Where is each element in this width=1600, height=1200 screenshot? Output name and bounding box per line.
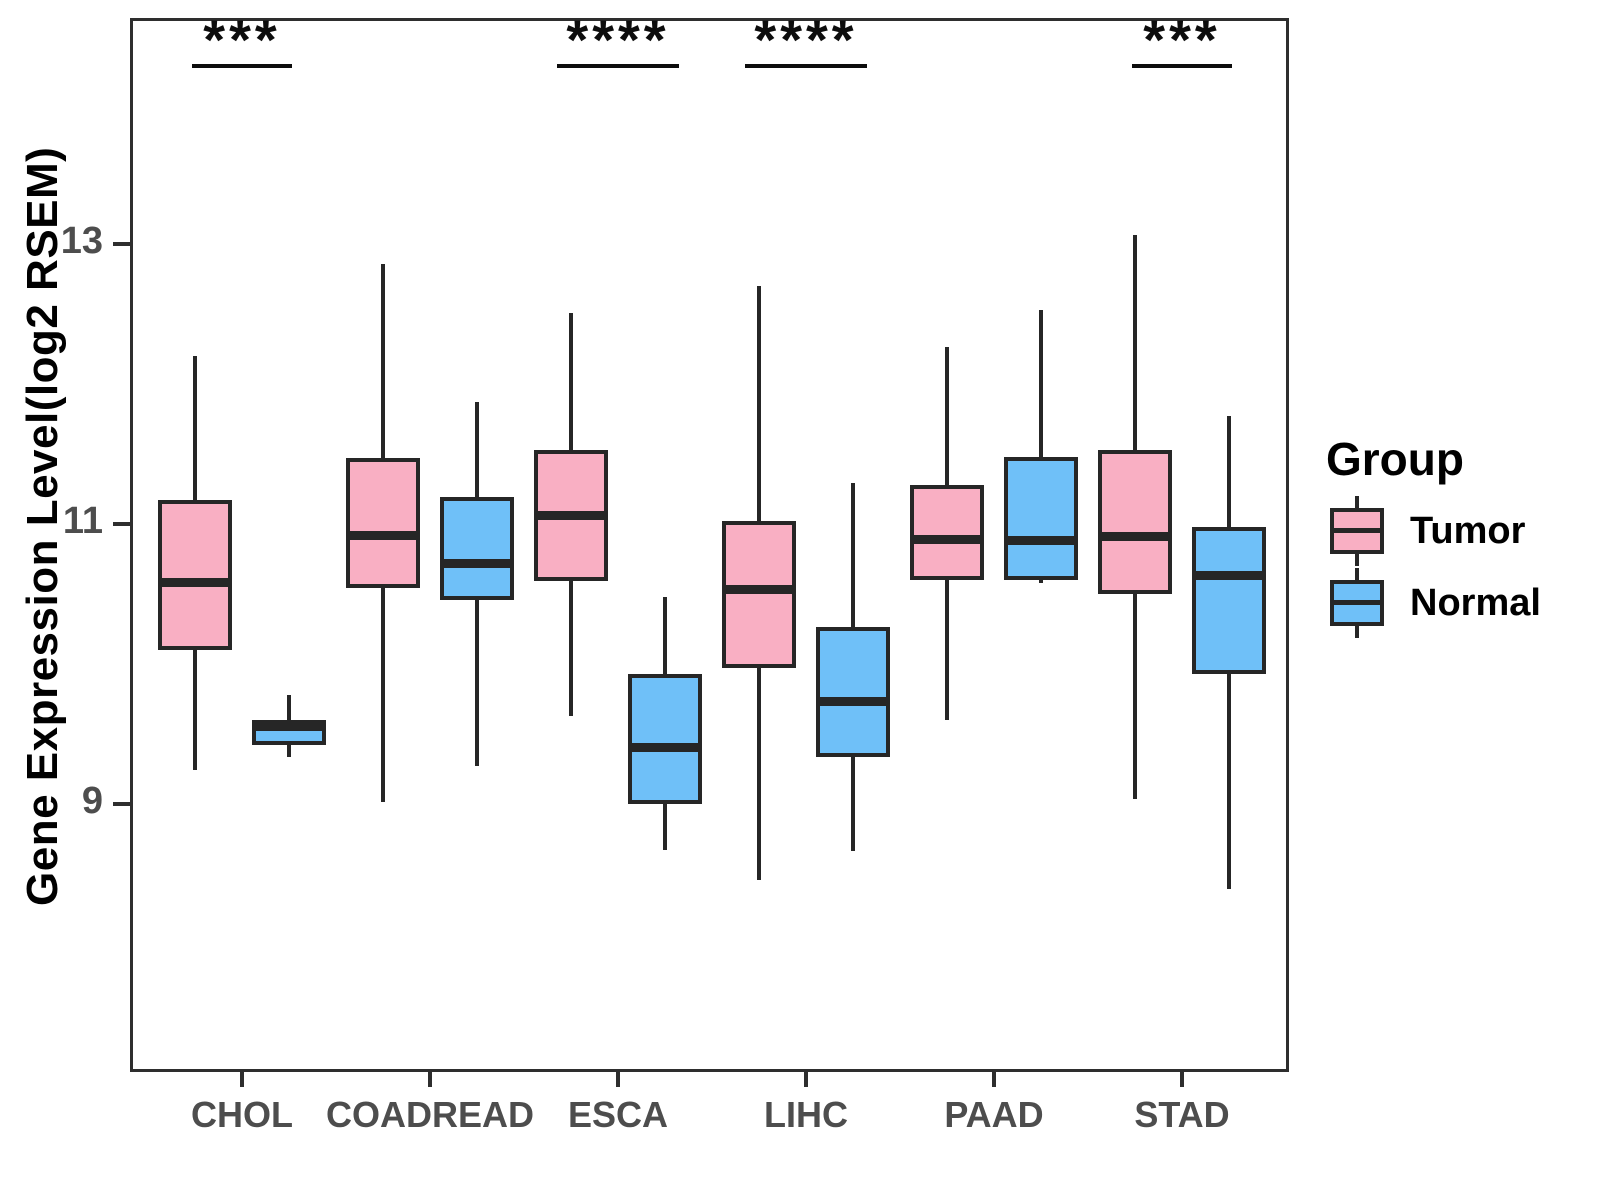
- median-CHOL-Normal: [252, 722, 326, 732]
- x-tick-label-COADREAD: COADREAD: [325, 1094, 534, 1135]
- box-PAAD-Tumor: [910, 484, 984, 580]
- x-tick-label-STAD: STAD: [1134, 1094, 1230, 1135]
- legend-label-tumor: Tumor: [1410, 509, 1526, 552]
- median-COADREAD-Normal: [440, 558, 514, 568]
- whisker-upper-CHOL-Tumor: [193, 356, 197, 501]
- whisker-lower-ESCA-Normal: [663, 803, 667, 850]
- median-STAD-Tumor: [1098, 532, 1172, 542]
- box-CHOL-Tumor: [158, 500, 232, 650]
- legend-label-normal: Normal: [1410, 581, 1541, 624]
- whisker-upper-PAAD-Normal: [1039, 310, 1043, 457]
- x-tick-label-LIHC: LIHC: [764, 1094, 848, 1135]
- box-LIHC-Tumor: [722, 521, 796, 668]
- sig-line-STAD: [1132, 64, 1232, 68]
- whisker-lower-ESCA-Tumor: [569, 581, 573, 716]
- median-LIHC-Normal: [816, 697, 890, 707]
- box-STAD-Tumor: [1098, 449, 1172, 594]
- sig-line-LIHC: [745, 64, 867, 68]
- whisker-upper-ESCA-Tumor: [569, 312, 573, 450]
- whisker-upper-CHOL-Normal: [287, 694, 291, 720]
- whisker-upper-PAAD-Tumor: [945, 346, 949, 485]
- y-tick-label-11: 11: [62, 500, 103, 543]
- whisker-lower-CHOL-Tumor: [193, 649, 197, 771]
- box-COADREAD-Tumor: [346, 458, 420, 589]
- legend-entry-normal: Normal: [1326, 568, 1541, 638]
- whisker-lower-LIHC-Normal: [851, 757, 855, 852]
- box-STAD-Normal: [1192, 526, 1266, 674]
- box-PAAD-Normal: [1004, 456, 1078, 580]
- x-tick-label-ESCA: ESCA: [567, 1094, 669, 1135]
- whisker-upper-COADREAD-Tumor: [381, 264, 385, 459]
- x-tick-mark-COADREAD: [428, 1072, 432, 1087]
- box-COADREAD-Normal: [440, 497, 514, 600]
- median-LIHC-Tumor: [722, 585, 796, 595]
- box-ESCA-Normal: [628, 673, 702, 804]
- box-LIHC-Normal: [816, 627, 890, 758]
- whisker-lower-COADREAD-Tumor: [381, 588, 385, 803]
- x-tick-mark-PAAD: [992, 1072, 996, 1087]
- median-PAAD-Tumor: [910, 534, 984, 544]
- whisker-upper-COADREAD-Normal: [475, 402, 479, 498]
- sig-stars-ESCA: ****: [566, 8, 670, 71]
- x-tick-mark-STAD: [1180, 1072, 1184, 1087]
- sig-stars-CHOL: ***: [203, 8, 281, 71]
- median-COADREAD-Tumor: [346, 530, 420, 540]
- legend-title: Group: [1326, 433, 1464, 485]
- y-tick-label-13: 13: [60, 220, 103, 263]
- whisker-upper-STAD-Tumor: [1133, 234, 1137, 450]
- whisker-lower-COADREAD-Normal: [475, 599, 479, 766]
- whisker-lower-STAD-Tumor: [1133, 593, 1137, 800]
- median-CHOL-Tumor: [158, 578, 232, 588]
- x-tick-label-PAAD: PAAD: [944, 1094, 1044, 1135]
- whisker-upper-ESCA-Normal: [663, 596, 667, 674]
- sig-stars-STAD: ***: [1143, 8, 1221, 71]
- legend-entry-tumor: Tumor: [1326, 496, 1525, 566]
- x-tick-label-CHOL: CHOL: [191, 1094, 293, 1135]
- whisker-lower-CHOL-Normal: [287, 744, 291, 758]
- sig-line-CHOL: [192, 64, 292, 68]
- sig-line-ESCA: [557, 64, 679, 68]
- whisker-upper-LIHC-Tumor: [757, 286, 761, 522]
- whisker-lower-LIHC-Tumor: [757, 668, 761, 881]
- x-tick-mark-LIHC: [804, 1072, 808, 1087]
- whisker-lower-PAAD-Tumor: [945, 579, 949, 720]
- median-STAD-Normal: [1192, 571, 1266, 581]
- median-ESCA-Normal: [628, 743, 702, 753]
- x-tick-mark-CHOL: [240, 1072, 244, 1087]
- whisker-lower-PAAD-Normal: [1039, 579, 1043, 583]
- y-tick-mark-13: [113, 242, 130, 247]
- whisker-upper-LIHC-Normal: [851, 483, 855, 628]
- y-tick-label-9: 9: [81, 779, 103, 822]
- y-tick-mark-11: [113, 522, 130, 527]
- x-tick-mark-ESCA: [616, 1072, 620, 1087]
- plot-panel: [130, 18, 1289, 1072]
- median-ESCA-Tumor: [534, 511, 608, 521]
- median-PAAD-Normal: [1004, 536, 1078, 546]
- y-tick-mark-9: [113, 801, 130, 806]
- whisker-lower-STAD-Normal: [1227, 673, 1231, 889]
- sig-stars-LIHC: ****: [754, 8, 858, 71]
- tumor-boxplot-key-icon: [1326, 496, 1388, 566]
- normal-boxplot-key-icon: [1326, 568, 1388, 638]
- whisker-upper-STAD-Normal: [1227, 416, 1231, 527]
